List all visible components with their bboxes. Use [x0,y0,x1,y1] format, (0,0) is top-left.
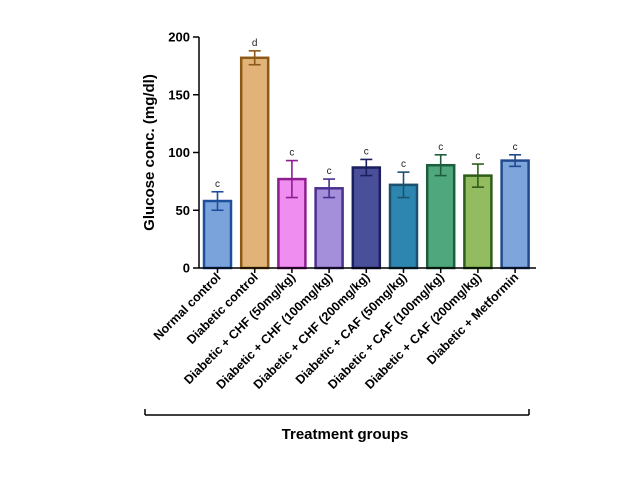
significance-label: d [252,38,258,49]
significance-label: c [401,159,406,170]
x-tick-label: Normal control [151,270,224,343]
y-tick-label: 150 [168,87,190,102]
y-tick-label: 200 [168,30,190,45]
bar [351,166,382,270]
bar [500,159,530,270]
bar [239,56,270,270]
significance-label: c [438,142,443,153]
treatment-groups-bracket [144,409,530,416]
significance-label: c [475,151,480,162]
bar [425,163,456,270]
significance-label: c [327,166,332,177]
y-axis-title: Glucose conc. (mg/dl) [141,74,158,231]
bars: c d c c c c c c c [202,38,530,270]
y-tick-label: 50 [176,203,190,218]
y-axis: 0 50 100 150 200 [168,30,200,276]
bar [314,187,344,270]
x-axis-title: Treatment groups [282,426,409,443]
bar [463,174,493,270]
y-tick-label: 0 [183,261,190,276]
bar [202,199,233,270]
significance-label: c [513,142,518,153]
significance-label: c [215,179,220,190]
significance-label: c [364,146,369,157]
y-tick-label: 100 [168,145,190,160]
significance-label: c [289,148,294,159]
